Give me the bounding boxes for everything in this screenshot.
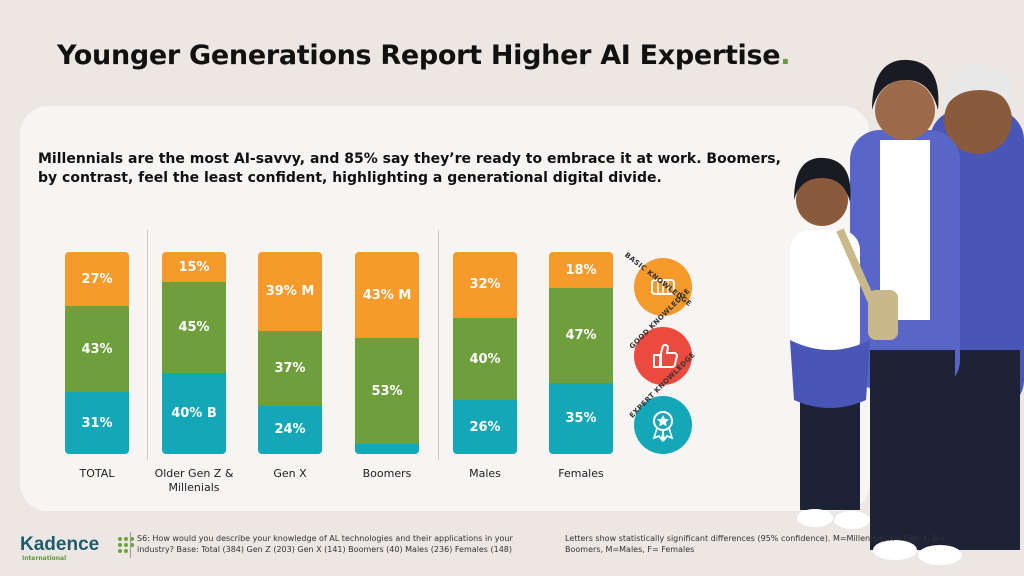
data-label: 27% — [81, 271, 113, 287]
bar-segment: 40% — [453, 317, 517, 401]
bar-5: 35% 47% 18% — [549, 252, 613, 454]
people-illustration — [790, 59, 1024, 565]
legend-basic-icon — [634, 258, 692, 316]
logo-dots-icon — [118, 537, 134, 553]
data-label: 40% B — [171, 406, 217, 422]
footer-question: S6: How would you describe your knowledg… — [137, 534, 513, 554]
data-label: 26% — [469, 419, 501, 435]
bar-segment: 15% — [162, 252, 226, 283]
category-label: Boomers — [362, 467, 412, 480]
data-label: 24% — [274, 422, 306, 438]
bar-segment: 35% — [549, 383, 613, 454]
divider-1 — [147, 230, 148, 460]
bar-segment: 27% — [65, 252, 129, 306]
bar-segment: 31% — [65, 392, 129, 454]
data-label: 39% M — [265, 283, 315, 299]
data-label: 53% — [371, 383, 403, 399]
legend-expert-icon — [634, 396, 692, 454]
bar-segment: 24% — [258, 405, 322, 454]
data-label: 18% — [565, 262, 597, 278]
bar-segment: 18% — [549, 252, 613, 289]
bar-segment: 43% M — [355, 252, 419, 338]
bar-0: 31% 43% 27% — [65, 252, 129, 454]
chart-subtitle: Millennials are the most AI-savvy, and 8… — [38, 151, 781, 186]
data-label: 31% — [81, 415, 113, 431]
data-label: 40% — [469, 351, 501, 367]
bar-1: 40% B 45% 15% — [162, 252, 226, 454]
divider-2 — [438, 230, 439, 460]
bar-segment: 45% — [162, 282, 226, 374]
category-label: TOTAL — [79, 467, 115, 480]
bar-2: 24% 37% 39% M — [258, 252, 322, 454]
bar-segment: 39% M — [258, 252, 322, 331]
data-label: 43% — [81, 341, 113, 357]
kadence-logo: Kadence International — [20, 534, 134, 562]
legend-good-icon — [634, 327, 692, 385]
data-label: 32% — [469, 277, 501, 293]
logo-name: Kadence — [20, 534, 100, 555]
category-label: Gen X — [273, 467, 307, 480]
data-label: 43% M — [362, 287, 412, 303]
category-label: Males — [469, 467, 501, 480]
bar-segment: 26% — [453, 400, 517, 454]
data-label: 15% — [178, 259, 210, 275]
bar-segment: 43% — [65, 306, 129, 392]
page-title: Younger Generations Report Higher AI Exp… — [57, 40, 791, 71]
bar-segment: 32% — [453, 252, 517, 318]
category-label: Females — [558, 467, 604, 480]
data-label: 35% — [565, 411, 597, 427]
data-label: 45% — [178, 320, 210, 336]
footer-note: Letters show statistically significant d… — [565, 534, 945, 554]
bar-segment: 53% — [355, 338, 419, 444]
bar-4: 26% 40% 32% — [453, 252, 517, 454]
bar-segment: 40% B — [162, 373, 226, 454]
bar-segment: 5% — [355, 429, 419, 454]
bar-segment: 37% — [258, 330, 322, 406]
footer-divider — [130, 532, 131, 558]
content-panel — [20, 106, 870, 511]
bar-3: 5% 53% 43% M — [355, 252, 419, 454]
data-label: 47% — [565, 328, 597, 344]
data-label: 37% — [274, 360, 306, 376]
bar-segment: 47% — [549, 288, 613, 384]
logo-sub: International — [22, 555, 67, 562]
category-label: Older Gen Z & Millenials — [154, 467, 234, 494]
